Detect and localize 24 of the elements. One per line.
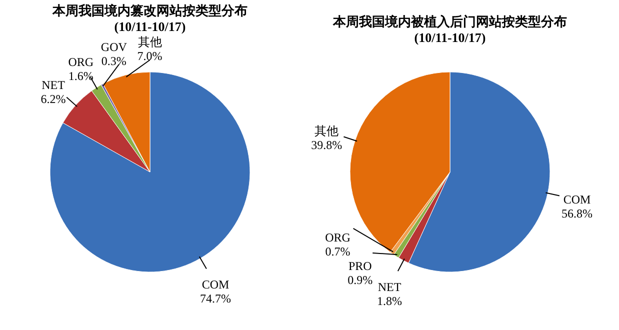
- data-label: 0.3%: [101, 54, 126, 68]
- slice-label: COM: [202, 277, 230, 292]
- slice-label: COM: [563, 192, 592, 207]
- chart-title: 本周我国境内篡改网站按类型分布: [52, 3, 248, 18]
- slice-label: ORG: [325, 230, 351, 245]
- data-label: 7.0%: [137, 49, 162, 63]
- slice-label: 其他: [314, 124, 339, 138]
- data-label: 74.7%: [200, 291, 232, 306]
- chart-subtitle: (10/11-10/17): [414, 30, 486, 45]
- data-label: 6.2%: [40, 92, 66, 106]
- data-label: 1.8%: [377, 294, 402, 308]
- slice-label: NET: [42, 78, 66, 92]
- chart-title: 本周我国境内被植入后门网站按类型分布: [332, 14, 567, 29]
- slice-label: ORG: [68, 54, 94, 69]
- slice-label: PRO: [348, 258, 372, 273]
- slice-label: GOV: [100, 40, 128, 54]
- data-label: 56.8%: [562, 206, 593, 221]
- slice-label: NET: [378, 280, 402, 294]
- data-label: 0.9%: [348, 272, 373, 287]
- data-label: 1.6%: [68, 68, 94, 83]
- data-label: 39.8%: [311, 138, 342, 152]
- slice-label: 其他: [138, 35, 162, 49]
- data-label: 0.7%: [325, 244, 350, 259]
- chart-subtitle: (10/11-10/17): [114, 19, 186, 34]
